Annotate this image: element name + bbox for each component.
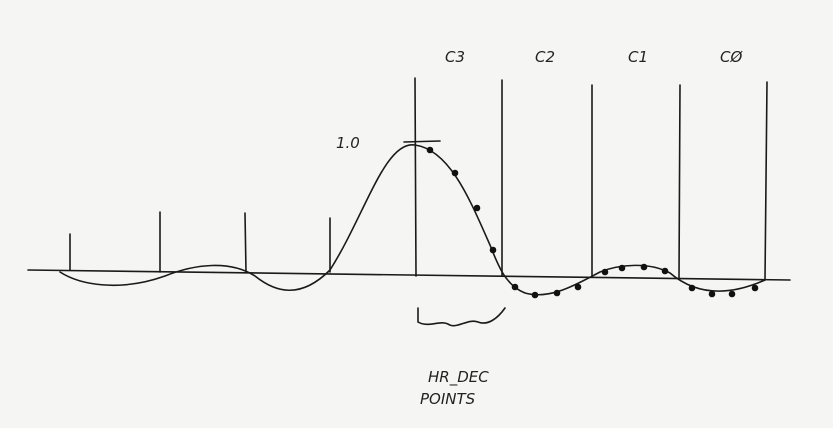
baseline <box>27 269 791 281</box>
peak-tick <box>403 140 441 143</box>
note: POINTS <box>420 390 476 408</box>
points <box>426 146 759 299</box>
column-label: C1 <box>628 48 648 66</box>
column-label: CØ <box>720 48 743 66</box>
peak-label: 1.0 <box>336 134 360 152</box>
column-label: C3 <box>445 48 465 66</box>
column-label: C2 <box>535 48 555 66</box>
bracket <box>417 307 506 327</box>
drawing <box>27 77 791 327</box>
note: HR_DEC <box>428 368 489 387</box>
column-lines <box>414 77 768 281</box>
curve <box>59 144 766 296</box>
sample-ticks <box>69 211 331 273</box>
